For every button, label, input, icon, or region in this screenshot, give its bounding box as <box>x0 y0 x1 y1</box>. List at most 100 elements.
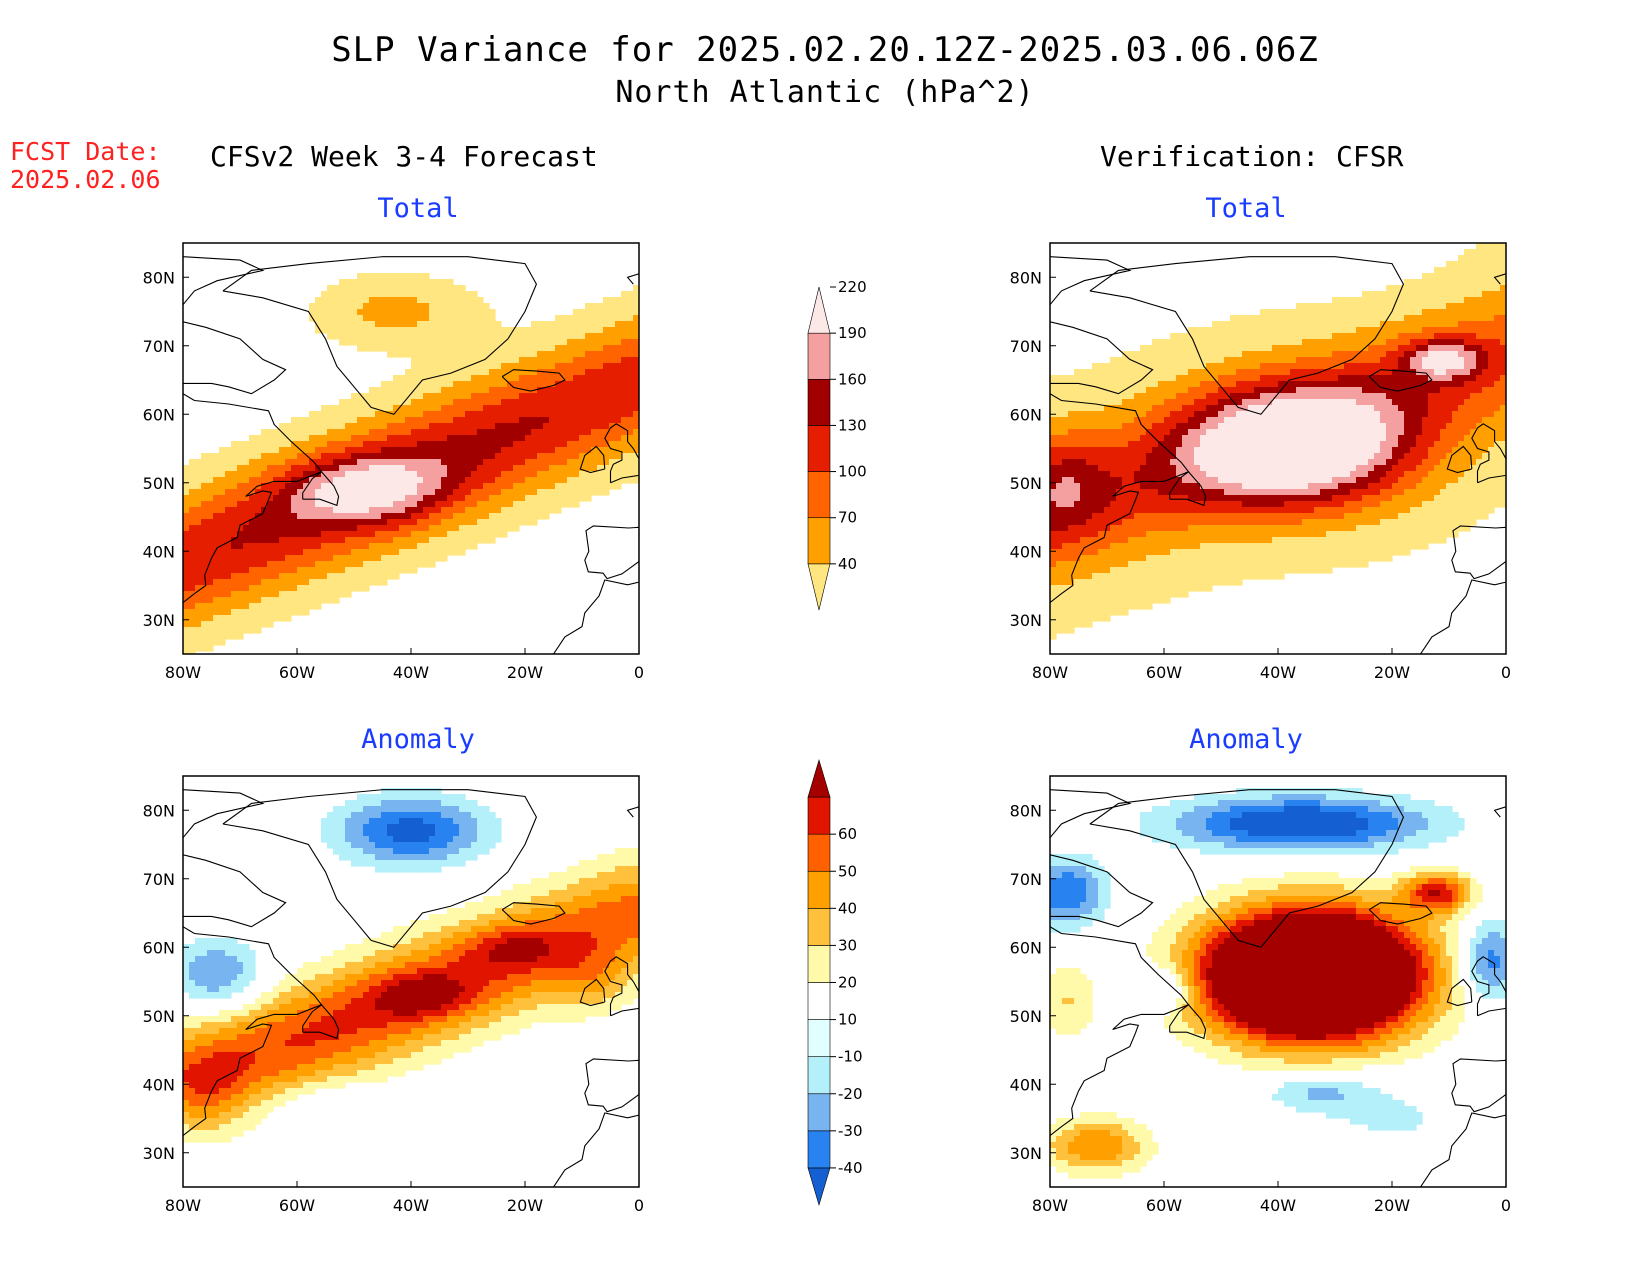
y-tick-label: 50N <box>1010 474 1042 493</box>
coastline-labrador <box>183 393 323 604</box>
colorbar-label: 40 <box>838 555 857 573</box>
y-tick-label: 60N <box>1010 938 1042 957</box>
panel-title-verification-total: Total <box>1205 193 1287 224</box>
coastline-svalbard <box>1493 273 1506 285</box>
coastline-iberia <box>584 1058 639 1113</box>
coastline-iberia <box>1451 1058 1506 1113</box>
colorbar-segment <box>807 758 831 798</box>
coastline-iceland <box>1368 369 1433 392</box>
panel-title-forecast-total: Total <box>377 193 459 224</box>
map-panel-3: 80W 60W 40W 20W 0 30N 40N 50N 60N 70N 80N <box>1010 775 1511 1215</box>
coastline-greenland <box>1089 789 1405 948</box>
y-tick-label: 30N <box>143 1144 175 1163</box>
x-tick-label: 40W <box>393 1196 429 1215</box>
coastline-iceland <box>1368 902 1433 925</box>
coastline-britain <box>1471 423 1506 484</box>
colorbar-label: 20 <box>838 974 857 992</box>
coastline-iceland <box>501 369 566 392</box>
coastline-ellesmere <box>183 789 265 839</box>
x-tick-label: 40W <box>1260 663 1296 682</box>
coastline-ireland <box>579 445 606 474</box>
x-tick-label: 0 <box>634 1196 644 1215</box>
forecast-date-label: FCST Date: 2025.02.06 <box>10 138 161 194</box>
colorbar-label: 190 <box>838 324 867 342</box>
colorbar-segment <box>807 1093 831 1132</box>
colorbar-segment <box>807 945 831 983</box>
main-title: SLP Variance for 2025.02.20.12Z-2025.03.… <box>331 30 1319 70</box>
y-tick-label: 40N <box>143 1075 175 1094</box>
coastline-baffin <box>183 321 287 395</box>
x-tick-label: 0 <box>1501 1196 1511 1215</box>
coastline-ellesmere <box>183 256 265 306</box>
x-tick-label: 80W <box>1032 663 1068 682</box>
coastlines <box>1050 789 1506 1187</box>
y-tick-label: 40N <box>143 542 175 561</box>
y-tick-label: 60N <box>143 405 175 424</box>
colorbar-label: -40 <box>838 1159 863 1177</box>
colorbar-label: 40 <box>838 899 857 917</box>
panel-title-forecast-anomaly: Anomaly <box>361 724 475 755</box>
x-tick-label: 0 <box>1501 663 1511 682</box>
y-tick-label: 80N <box>1010 801 1042 820</box>
contour-fill <box>183 788 639 1143</box>
coastline-greenland <box>222 256 538 415</box>
map-panel-0: 80W 60W 40W 20W 0 30N 40N 50N 60N 70N 80N <box>143 242 644 682</box>
colorbar-label: -30 <box>838 1122 863 1140</box>
x-tick-label: 20W <box>1374 1196 1410 1215</box>
y-tick-label: 40N <box>1010 1075 1042 1094</box>
coastline-ireland <box>1446 978 1473 1007</box>
y-tick-label: 40N <box>1010 542 1042 561</box>
coastline-greenland <box>1089 256 1405 415</box>
colorbar-segment <box>807 1130 831 1169</box>
forecast-column-title: CFSv2 Week 3-4 Forecast <box>210 140 598 173</box>
coastline-svalbard <box>626 273 639 285</box>
y-tick-label: 50N <box>143 474 175 493</box>
colorbar-segment <box>807 1167 831 1207</box>
map-panel-1: 80W 60W 40W 20W 0 30N 40N 50N 60N 70N 80N <box>1010 242 1511 682</box>
coastline-baffin <box>1050 854 1154 928</box>
x-tick-label: 60W <box>279 1196 315 1215</box>
coastline-svalbard <box>626 806 639 818</box>
x-tick-label: 80W <box>165 663 201 682</box>
y-tick-label: 30N <box>143 611 175 630</box>
x-tick-label: 20W <box>507 1196 543 1215</box>
x-tick-label: 20W <box>1374 663 1410 682</box>
coastline-ellesmere <box>1050 789 1132 839</box>
y-tick-label: 60N <box>1010 405 1042 424</box>
map-panel-2: 80W 60W 40W 20W 0 30N 40N 50N 60N 70N 80N <box>143 775 644 1215</box>
panel-title-verification-anomaly: Anomaly <box>1189 724 1303 755</box>
x-tick-label: 40W <box>1260 1196 1296 1215</box>
x-tick-label: 0 <box>634 663 644 682</box>
colorbar-total: 40 70 100 130 160 190 220 <box>807 278 867 611</box>
main-subtitle: North Atlantic (hPa^2) <box>615 75 1035 110</box>
colorbar-segment <box>807 286 831 334</box>
colorbar-label: -10 <box>838 1048 863 1066</box>
coastline-britain <box>604 423 639 484</box>
colorbar-segment <box>807 517 831 565</box>
colorbar-label: 30 <box>838 936 857 954</box>
y-tick-label: 50N <box>143 1007 175 1026</box>
coastline-labrador <box>1050 926 1190 1137</box>
coastlines <box>1050 256 1506 654</box>
coastline-ireland <box>1446 445 1473 474</box>
colorbar-segment <box>807 1056 831 1095</box>
colorbar-segment <box>807 425 831 472</box>
colorbar-label: 60 <box>838 825 857 843</box>
y-tick-label: 80N <box>143 268 175 287</box>
coastline-iberia <box>584 525 639 580</box>
colorbar-segment <box>807 378 831 426</box>
coastline-africa <box>1392 1112 1506 1187</box>
y-tick-label: 70N <box>1010 337 1042 356</box>
x-tick-label: 40W <box>393 663 429 682</box>
y-tick-label: 50N <box>1010 1007 1042 1026</box>
x-tick-label: 60W <box>279 663 315 682</box>
colorbar-label: 220 <box>838 278 867 296</box>
colorbar-segment <box>807 1019 831 1057</box>
x-tick-label: 80W <box>165 1196 201 1215</box>
colorbar-label: 160 <box>838 370 867 388</box>
x-tick-label: 20W <box>507 663 543 682</box>
colorbar-label: 50 <box>838 862 857 880</box>
coastline-labrador <box>1050 393 1190 604</box>
colorbar-label: 70 <box>838 509 857 527</box>
